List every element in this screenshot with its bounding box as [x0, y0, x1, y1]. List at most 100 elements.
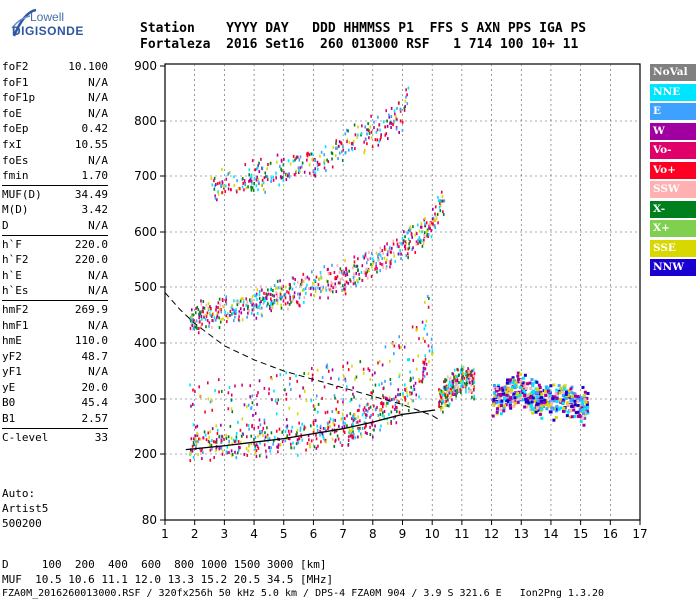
param-name: h`E — [2, 268, 22, 282]
echo-point — [296, 428, 299, 432]
echo-point — [321, 375, 324, 379]
echo-point — [420, 225, 423, 229]
echo-point — [336, 410, 339, 414]
echo-point — [409, 392, 411, 396]
echo-point — [237, 187, 240, 191]
echo-point — [311, 281, 314, 285]
echo-point — [225, 433, 227, 437]
echo-point — [553, 398, 557, 402]
echo-point — [439, 201, 441, 205]
echo-point — [423, 368, 425, 372]
echo-point — [331, 263, 333, 267]
echo-point — [568, 403, 572, 407]
echo-point — [309, 442, 311, 446]
echo-point — [586, 411, 590, 415]
echo-point — [404, 240, 407, 244]
echo-point — [345, 385, 348, 389]
echo-point — [381, 382, 383, 386]
echo-point — [264, 435, 267, 439]
legend-item-noval: NoVal — [650, 64, 696, 81]
echo-point — [284, 388, 286, 392]
echo-point — [218, 297, 221, 301]
param-value: N/A — [88, 365, 108, 379]
echo-point — [369, 415, 371, 419]
echo-point — [342, 284, 344, 288]
echo-point — [334, 418, 337, 422]
echo-point — [513, 391, 517, 395]
echo-point — [287, 307, 289, 311]
echo-point — [451, 392, 453, 396]
echo-point — [237, 318, 240, 322]
echo-point — [382, 394, 384, 398]
echo-point — [210, 314, 213, 318]
echo-point — [438, 405, 441, 409]
echo-point — [262, 434, 264, 438]
echo-point — [408, 357, 410, 361]
echo-point — [293, 291, 296, 295]
echo-point — [566, 401, 570, 405]
echo-point — [396, 238, 398, 242]
echo-point — [202, 310, 204, 314]
echo-point — [286, 424, 289, 428]
x-tick-label: 15 — [573, 527, 588, 541]
echo-point — [284, 302, 287, 306]
echo-point — [333, 285, 336, 289]
echo-point — [275, 429, 278, 433]
echo-point — [438, 390, 441, 394]
echo-point — [583, 405, 587, 409]
echo-point — [431, 345, 433, 349]
echo-point — [466, 373, 469, 377]
echo-point — [244, 182, 247, 186]
echo-point — [239, 441, 242, 445]
legend-item-vo-: Vo+ — [650, 161, 696, 179]
echo-point — [195, 319, 198, 323]
echo-point — [405, 95, 407, 99]
echo-point — [370, 263, 372, 267]
echo-point — [499, 412, 503, 416]
echo-point — [233, 309, 235, 313]
echo-point — [250, 185, 252, 189]
param-row: h`F 220.0 — [2, 237, 108, 253]
echo-point — [213, 187, 216, 191]
echo-point — [370, 421, 373, 425]
x-tick-label: 12 — [484, 527, 499, 541]
echo-point — [329, 432, 332, 436]
echo-point — [243, 452, 246, 456]
echo-point — [403, 106, 406, 110]
echo-point — [378, 359, 381, 363]
echo-point — [342, 145, 344, 149]
echo-point — [252, 413, 254, 417]
echo-point — [331, 165, 334, 169]
echo-point — [235, 456, 238, 460]
echo-point — [229, 313, 231, 317]
echo-point — [270, 306, 273, 310]
echo-point — [573, 414, 577, 418]
echo-point — [230, 306, 233, 310]
echo-point — [317, 283, 320, 287]
echo-point — [410, 233, 413, 237]
echo-point — [516, 374, 520, 378]
echo-point — [333, 444, 336, 448]
echo-point — [306, 275, 309, 279]
echo-point — [531, 411, 535, 415]
echo-point — [281, 440, 284, 444]
param-value: N/A — [88, 318, 108, 332]
echo-point — [212, 319, 215, 323]
echo-point — [254, 446, 256, 450]
echo-point — [473, 394, 475, 398]
echo-point — [574, 411, 578, 415]
echo-point — [343, 287, 345, 291]
echo-point — [544, 389, 548, 393]
echo-point — [426, 294, 429, 298]
echo-point — [266, 433, 269, 437]
echo-point — [456, 379, 459, 383]
echo-point — [388, 398, 390, 402]
echo-point — [407, 247, 410, 251]
echo-point — [364, 253, 367, 257]
echo-point — [354, 133, 357, 137]
echo-point — [368, 269, 370, 273]
echo-point — [384, 379, 386, 383]
echo-point — [343, 425, 346, 429]
echo-point — [241, 383, 243, 387]
echo-point — [269, 449, 271, 453]
